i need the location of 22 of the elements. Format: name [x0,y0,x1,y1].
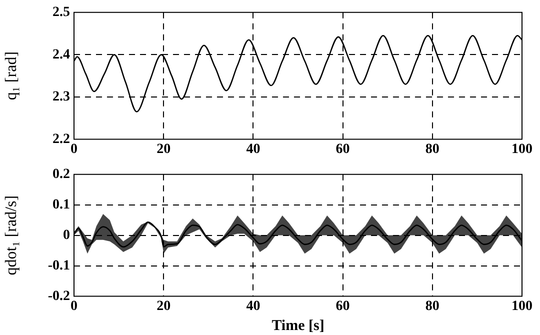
y-tick-label: 2.4 [52,47,70,62]
y-tick-label: 0.1 [52,197,70,212]
x-tick-label: 80 [425,142,440,158]
y-tick-label: -0.1 [48,258,70,274]
x-tick-label: 20 [156,299,171,314]
y-axis-title: qdot₁ [rad/s] [2,195,20,276]
y-tick-label: 2.3 [52,90,70,105]
y-tick-label: 2.5 [52,5,70,20]
y-tick-label: 0 [63,228,70,243]
x-tick-label: 40 [246,299,260,314]
x-tick-label: 100 [512,142,532,158]
x-tick-label: 20 [156,142,171,158]
x-tick-label: 100 [512,299,532,314]
x-tick-label: 40 [246,142,260,158]
x-tick-label: 60 [336,142,350,158]
y-tick-label: 0.2 [52,167,70,182]
x-tick-label: 60 [336,299,350,314]
y-tick-label: -0.2 [48,288,70,304]
y-axis-title: q₁ [rad] [2,51,20,100]
x-axis-title: Time [s] [272,318,324,334]
x-tick-label: 80 [425,299,440,314]
y-tick-label: 2.2 [52,132,70,147]
